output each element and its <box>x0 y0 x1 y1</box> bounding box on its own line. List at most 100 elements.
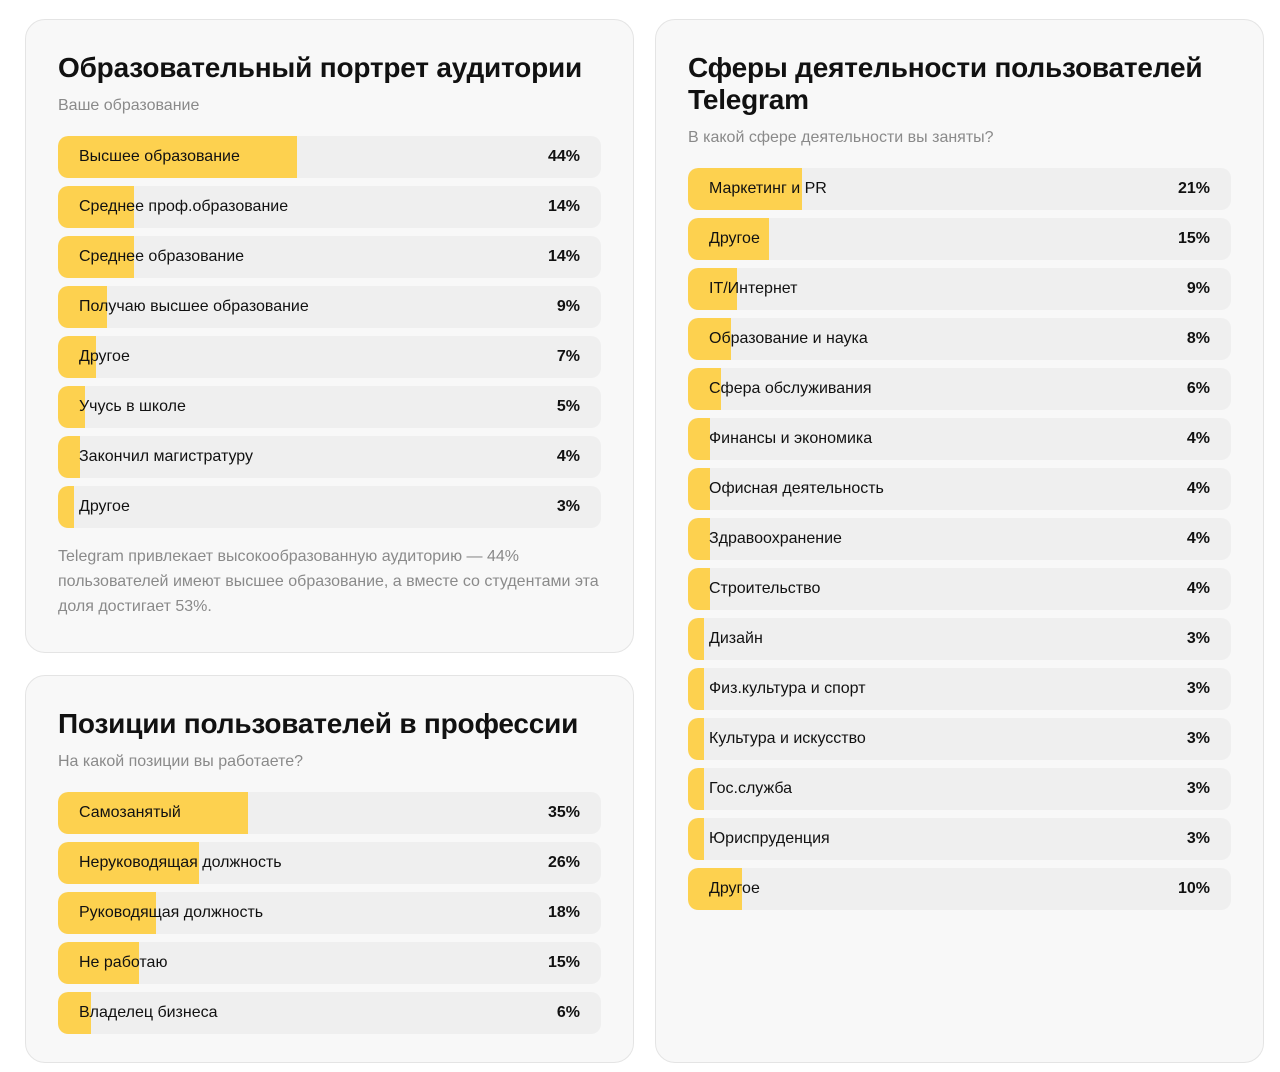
bar-row: Образование и наука 8% <box>688 318 1231 360</box>
bar-percent: 3% <box>1186 730 1210 747</box>
bar-row: Другое 10% <box>688 868 1231 910</box>
bar-percent: 18% <box>547 904 580 921</box>
bar-row: Владелец бизнеса 6% <box>58 992 601 1034</box>
bar-row: Получаю высшее образование 9% <box>58 286 601 328</box>
bar-fill <box>58 136 297 178</box>
bar-percent: 26% <box>547 854 580 871</box>
bar-label: Здравоохранение <box>709 530 842 547</box>
bar-percent: 3% <box>1186 780 1210 797</box>
education-list: Высшее образование 44% Среднее проф.образо… <box>58 136 601 528</box>
bar-label: Маркетинг и PR <box>709 180 827 197</box>
bar-percent: 5% <box>556 398 580 415</box>
bar-label: Самозанятый <box>79 804 181 821</box>
bar-row: Сфера обслуживания 6% <box>688 368 1231 410</box>
bar-label: Владелец бизнеса <box>79 1004 218 1021</box>
bar-fill <box>58 486 75 528</box>
bar-fill <box>688 318 732 360</box>
bar-fill <box>58 892 156 934</box>
bar-percent: 35% <box>547 804 580 821</box>
bar-row: Другое 15% <box>688 218 1231 260</box>
bar-row: Руководящая должность 18% <box>58 892 601 934</box>
bar-label: Руководящая должность <box>79 904 264 921</box>
bar-fill <box>688 618 705 660</box>
bar-fill <box>688 418 710 460</box>
bar-percent: 9% <box>1186 280 1210 297</box>
bar-fill <box>688 668 705 710</box>
bar-percent: 3% <box>556 498 580 515</box>
bar-label: Физ.культура и спорт <box>709 680 866 697</box>
bar-percent: 6% <box>556 1004 580 1021</box>
card-subtitle: Ваше образование <box>58 97 200 114</box>
bar-fill <box>58 942 140 984</box>
bar-row: Среднее образование 14% <box>58 236 601 278</box>
bar-label: IT/Интернет <box>709 280 798 297</box>
bar-label: Неруководящая должность <box>79 854 282 871</box>
bar-percent: 4% <box>1186 480 1210 497</box>
bar-fill <box>58 336 96 378</box>
bar-percent: 15% <box>547 954 580 971</box>
bar-row: Здравоохранение 4% <box>688 518 1231 560</box>
bar-label: Сфера обслуживания <box>709 380 872 397</box>
bar-percent: 10% <box>1177 880 1210 897</box>
bar-row: Самозанятый 35% <box>58 792 601 834</box>
bar-fill <box>688 168 803 210</box>
bar-row: Юриспруденция 3% <box>688 818 1231 860</box>
bar-fill <box>58 236 135 278</box>
bar-fill <box>58 842 200 884</box>
bar-label: Получаю высшее образование <box>79 298 309 315</box>
bar-label: Среднее проф.образование <box>79 198 289 215</box>
bar-fill <box>688 568 710 610</box>
bar-row: Другое 3% <box>58 486 601 528</box>
bar-row: Физ.культура и спорт 3% <box>688 668 1231 710</box>
bar-fill <box>688 518 710 560</box>
bar-row: Другое 7% <box>58 336 601 378</box>
bar-label: Культура и искусство <box>709 730 866 747</box>
bar-fill <box>688 368 721 410</box>
bar-label: Не работаю <box>79 954 168 971</box>
bar-label: Другое <box>79 348 130 365</box>
bar-percent: 4% <box>556 448 580 465</box>
bar-fill <box>688 818 705 860</box>
bar-fill <box>688 268 737 310</box>
bar-row: Среднее проф.образование 14% <box>58 186 601 228</box>
bar-label: Другое <box>79 498 130 515</box>
bar-label: Образование и наука <box>709 330 868 347</box>
bar-percent: 15% <box>1177 230 1210 247</box>
bar-percent: 4% <box>1186 580 1210 597</box>
bar-percent: 3% <box>1186 830 1210 847</box>
bar-label: Высшее образование <box>79 148 240 165</box>
bar-label: Среднее образование <box>79 248 245 265</box>
bar-row: Гос.служба 3% <box>688 768 1231 810</box>
bar-row: Не работаю 15% <box>58 942 601 984</box>
bar-percent: 4% <box>1186 430 1210 447</box>
spheres-list: Маркетинг и PR 21% Другое 15% IT/Интернет 9% О… <box>688 168 1231 910</box>
bar-row: IT/Интернет 9% <box>688 268 1231 310</box>
bar-fill <box>58 386 86 428</box>
bar-label: Дизайн <box>709 630 763 647</box>
bar-fill <box>688 768 705 810</box>
bar-row: Дизайн 3% <box>688 618 1231 660</box>
bar-label: Юриспруденция <box>709 830 830 847</box>
bar-row: Учусь в школе 5% <box>58 386 601 428</box>
spheres-card: Сферы деятельности пользователей Telegra… <box>655 19 1264 1063</box>
bar-fill <box>58 436 80 478</box>
bar-percent: 21% <box>1177 180 1210 197</box>
bar-percent: 3% <box>1186 680 1210 697</box>
bar-percent: 6% <box>1186 380 1210 397</box>
bar-fill <box>688 218 770 260</box>
bar-label: Финансы и экономика <box>709 430 873 447</box>
positions-card: Позиции пользователей в профессии На как… <box>25 675 634 1063</box>
bar-percent: 9% <box>556 298 580 315</box>
bar-row: Офисная деятельность 4% <box>688 468 1231 510</box>
bar-percent: 8% <box>1186 330 1210 347</box>
card-title: Сферы деятельности пользователей Telegra… <box>688 52 1203 115</box>
card-subtitle: В какой сфере деятельности вы заняты? <box>688 129 994 146</box>
bar-label: Гос.служба <box>709 780 793 797</box>
bar-percent: 3% <box>1186 630 1210 647</box>
bar-percent: 4% <box>1186 530 1210 547</box>
bar-row: Финансы и экономика 4% <box>688 418 1231 460</box>
bar-percent: 44% <box>547 148 580 165</box>
education-card: Образовательный портрет аудитории Ваше о… <box>25 19 634 653</box>
card-title: Образовательный портрет аудитории <box>58 52 583 83</box>
positions-list: Самозанятый 35% Неруководящая должность 26%… <box>58 792 601 1034</box>
